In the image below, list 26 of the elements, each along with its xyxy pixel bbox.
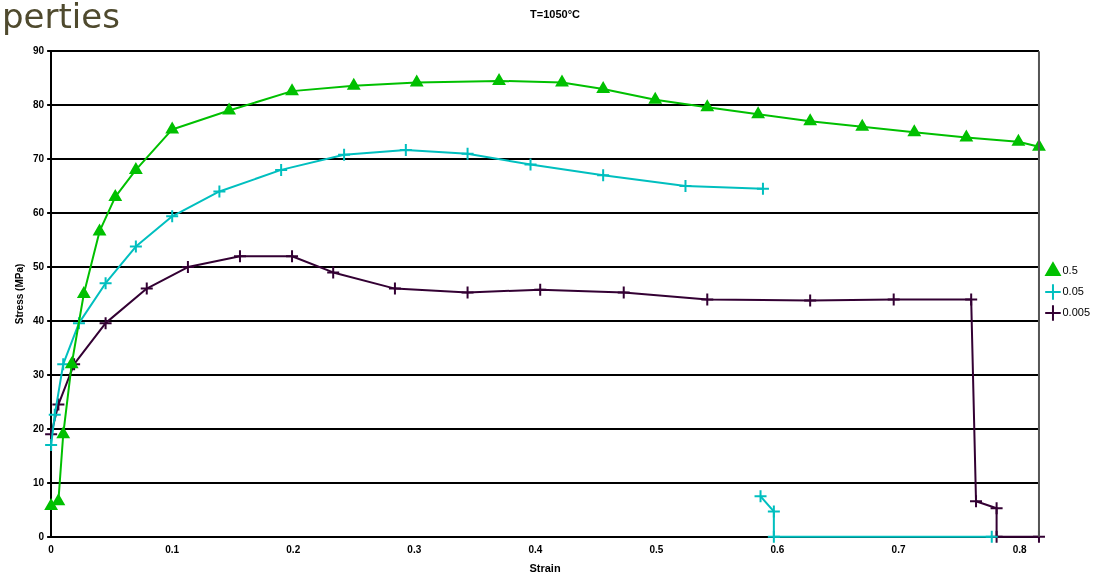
y-tick-label: 50 (33, 260, 45, 272)
x-tick-label: 0 (48, 543, 55, 555)
y-tick-label: 80 (33, 98, 45, 110)
x-tick-label: 0.2 (286, 543, 301, 555)
y-tick-label: 60 (33, 206, 45, 218)
x-tick-label: 0.8 (1012, 543, 1027, 555)
legend-label: 0.005 (1062, 306, 1090, 319)
legend-label: 0.5 (1062, 264, 1078, 277)
chart-title: T=1050°C (530, 7, 581, 20)
x-tick-label: 0.6 (770, 543, 785, 555)
y-tick-label: 90 (33, 44, 45, 56)
text: perties (2, 0, 120, 36)
y-tick-label: 30 (33, 368, 45, 380)
y-tick-label: 40 (33, 314, 45, 326)
x-tick-label: 0.3 (407, 543, 422, 555)
y-tick-label: 20 (33, 422, 45, 434)
legend-label: 0.05 (1062, 285, 1084, 298)
x-tick-label: 0.5 (649, 543, 664, 555)
y-tick-label: 0 (38, 530, 45, 542)
y-tick-label: 10 (33, 476, 45, 488)
x-tick-label: 0.4 (528, 543, 543, 555)
y-tick-label: 70 (33, 152, 45, 164)
x-tick-label: 0.1 (165, 543, 180, 555)
x-axis-title: Strain (529, 562, 561, 575)
y-axis-title: Stress (MPa) (13, 263, 25, 325)
x-tick-label: 0.7 (891, 543, 906, 555)
